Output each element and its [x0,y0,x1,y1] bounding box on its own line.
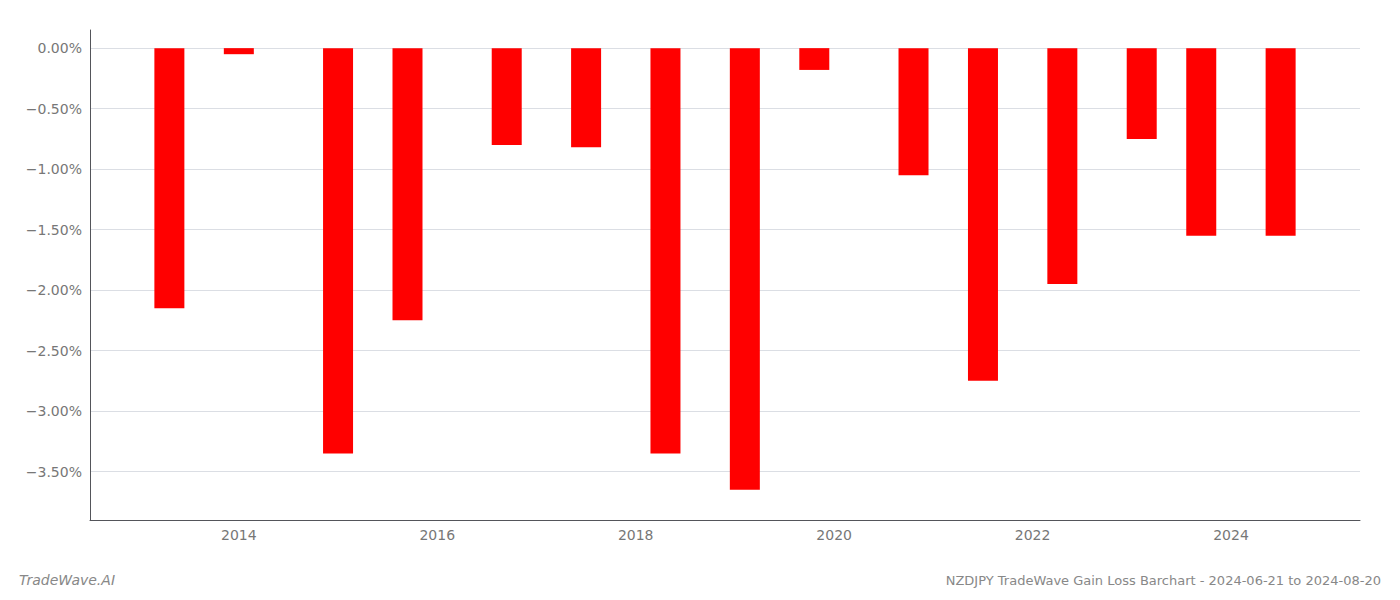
svg-text:−1.00%: −1.00% [26,161,82,177]
svg-text:−2.50%: −2.50% [26,343,82,359]
svg-text:0.00%: 0.00% [38,40,82,56]
svg-text:−3.00%: −3.00% [26,403,82,419]
svg-text:−1.50%: −1.50% [26,222,82,238]
svg-text:2016: 2016 [419,527,455,543]
svg-text:2014: 2014 [221,527,257,543]
svg-text:−2.00%: −2.00% [26,282,82,298]
svg-text:−0.50%: −0.50% [26,101,82,117]
svg-text:2018: 2018 [618,527,654,543]
svg-text:2020: 2020 [816,527,852,543]
svg-text:2024: 2024 [1213,527,1249,543]
svg-text:−3.50%: −3.50% [26,464,82,480]
svg-text:NZDJPY TradeWave Gain Loss Bar: NZDJPY TradeWave Gain Loss Barchart - 20… [946,573,1381,588]
svg-text:TradeWave.AI: TradeWave.AI [19,572,115,588]
svg-text:2022: 2022 [1015,527,1051,543]
